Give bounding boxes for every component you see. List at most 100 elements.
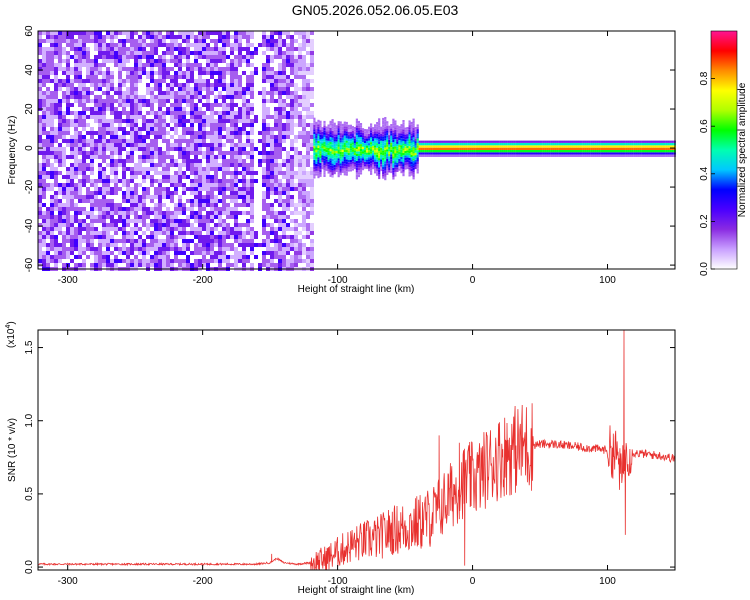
heatmap-cell xyxy=(54,111,58,115)
heatmap-cell xyxy=(331,156,334,159)
heatmap-cell xyxy=(174,215,178,219)
heatmap-cell xyxy=(294,187,298,191)
heatmap-cell xyxy=(210,111,214,115)
heatmap-cell xyxy=(278,187,282,191)
heatmap-cell xyxy=(74,95,78,99)
heatmap-cell xyxy=(351,133,354,136)
heatmap-cell xyxy=(238,139,242,143)
heatmap-cell xyxy=(457,152,460,155)
heatmap-cell xyxy=(102,103,106,107)
heatmap-cell xyxy=(386,137,389,140)
heatmap-cell xyxy=(130,71,134,75)
heatmap-cell xyxy=(319,153,322,156)
heatmap-cell xyxy=(298,203,302,207)
heatmap-cell xyxy=(230,227,234,231)
heatmap-cell xyxy=(392,172,395,175)
heatmap-cell xyxy=(238,147,242,151)
heatmap-cell xyxy=(226,223,230,227)
heatmap-cell xyxy=(118,43,122,47)
heatmap-cell xyxy=(386,165,389,168)
heatmap-cell xyxy=(250,91,254,95)
heatmap-cell xyxy=(327,169,330,172)
heatmap-cell xyxy=(250,159,254,163)
heatmap-cell xyxy=(368,136,371,139)
heatmap-cell xyxy=(282,159,286,163)
heatmap-cell xyxy=(477,150,480,153)
heatmap-cell xyxy=(321,145,324,149)
heatmap-cell xyxy=(162,179,166,183)
heatmap-cell xyxy=(198,43,202,47)
heatmap-cell xyxy=(310,251,314,255)
heatmap-cell xyxy=(130,227,134,231)
heatmap-cell xyxy=(42,255,46,259)
heatmap-cell xyxy=(178,251,182,255)
heatmap-cell xyxy=(278,43,282,47)
heatmap-cell xyxy=(489,154,492,157)
heatmap-cell xyxy=(372,141,375,144)
heatmap-cell xyxy=(174,91,178,95)
heatmap-cell xyxy=(170,103,174,107)
heatmap-cell xyxy=(246,83,250,87)
heatmap-cell xyxy=(310,183,314,187)
heatmap-cell xyxy=(54,239,58,243)
heatmap-cell xyxy=(174,39,178,43)
heatmap-cell xyxy=(448,140,452,143)
heatmap-cell xyxy=(274,199,278,203)
heatmap-cell xyxy=(351,126,354,129)
heatmap-cell xyxy=(505,154,508,157)
heatmap-cell xyxy=(416,164,419,167)
heatmap-cell xyxy=(410,154,413,157)
heatmap-cell xyxy=(50,39,54,43)
heatmap-cell xyxy=(162,211,166,215)
heatmap-cell xyxy=(234,219,238,223)
heatmap-cell xyxy=(290,247,294,251)
heatmap-cell xyxy=(335,158,338,161)
heatmap-cell xyxy=(126,103,130,107)
heatmap-cell xyxy=(412,135,415,138)
heatmap-cell xyxy=(408,134,411,137)
heatmap-cell xyxy=(382,127,385,130)
heatmap-cell xyxy=(126,187,130,191)
heatmap-cell xyxy=(42,95,46,99)
heatmap-cell xyxy=(408,169,411,172)
heatmap-cell xyxy=(294,239,298,243)
heatmap-cell xyxy=(562,140,565,143)
heatmap-cell xyxy=(416,152,419,155)
heatmap-cell xyxy=(198,231,202,235)
heatmap-cell xyxy=(106,51,110,55)
heatmap-cell xyxy=(345,121,348,125)
heatmap-cell xyxy=(250,151,254,155)
heatmap-cell xyxy=(182,107,186,111)
heatmap-cell xyxy=(378,125,381,128)
heatmap-cell xyxy=(266,39,270,43)
heatmap-cell xyxy=(58,107,62,111)
heatmap-cell xyxy=(349,150,352,153)
heatmap-cell xyxy=(566,150,569,153)
heatmap-cell xyxy=(114,147,118,151)
heatmap-cell xyxy=(438,150,441,153)
heatmap-cell xyxy=(82,55,86,59)
heatmap-cell xyxy=(110,199,114,203)
heatmap-cell xyxy=(347,162,350,165)
heatmap-cell xyxy=(218,55,222,59)
heatmap-cell xyxy=(394,141,397,144)
heatmap-cell xyxy=(266,223,270,227)
heatmap-cell xyxy=(66,199,70,203)
heatmap-cell xyxy=(70,79,74,83)
heatmap-cell xyxy=(210,259,214,263)
heatmap-cell xyxy=(392,153,395,157)
heatmap-cell xyxy=(365,154,369,158)
heatmap-cell xyxy=(234,43,238,47)
heatmap-cell xyxy=(339,144,342,148)
heatmap-cell xyxy=(566,143,569,146)
heatmap-cell xyxy=(363,133,367,136)
heatmap-cell xyxy=(98,87,102,91)
heatmap-cell xyxy=(262,111,266,115)
heatmap-cell xyxy=(138,167,142,171)
heatmap-cell xyxy=(102,227,106,231)
heatmap-cell xyxy=(390,131,393,134)
heatmap-cell xyxy=(162,171,166,175)
heatmap-cell xyxy=(495,145,498,148)
heatmap-cell xyxy=(382,146,385,149)
heatmap-cell xyxy=(568,140,571,143)
